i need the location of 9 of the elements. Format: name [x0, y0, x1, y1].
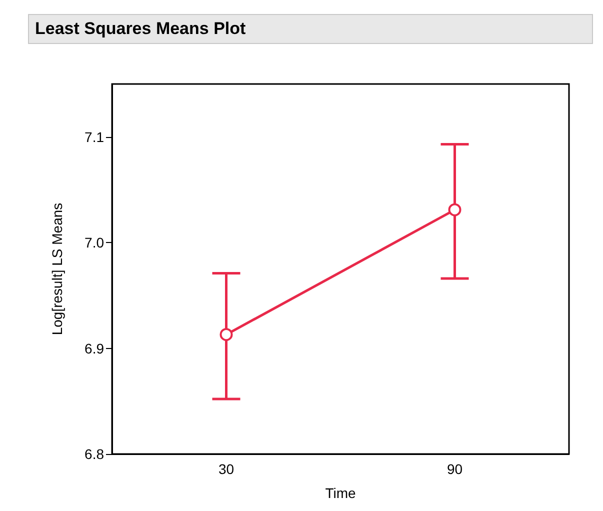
chart-title: Least Squares Means Plot [28, 14, 593, 44]
y-axis-title: Log[result] LS Means [49, 202, 65, 336]
y-tick-label: 7.1 [84, 128, 104, 145]
x-tick-label: 90 [446, 461, 463, 477]
y-tick-label: 7.0 [84, 234, 104, 251]
y-tick-label: 6.9 [84, 340, 104, 356]
x-axis-title: Time [325, 485, 356, 501]
y-tick-label: 6.8 [84, 446, 104, 462]
x-tick-label: 30 [218, 461, 234, 477]
